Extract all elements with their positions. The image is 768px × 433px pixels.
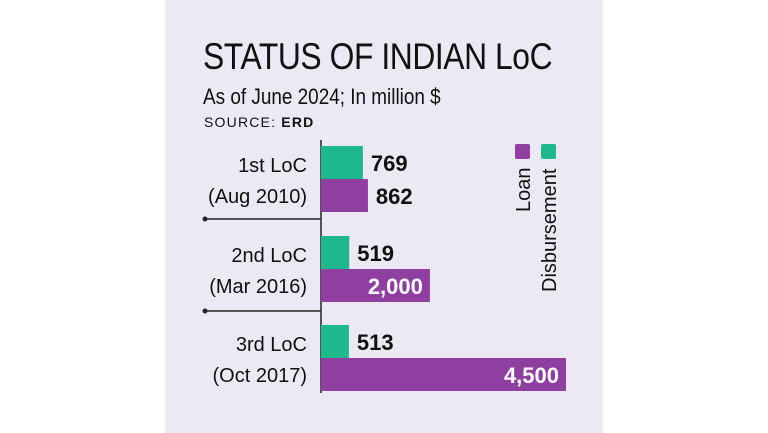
bar-disbursement [321, 236, 350, 269]
bar-loan [321, 179, 368, 212]
category-label: 3rd LoC [236, 334, 307, 356]
legend: Loan Disbursement [513, 144, 561, 292]
data-label-disbursement: 513 [357, 330, 394, 355]
source-value: ERD [281, 114, 315, 130]
category-date-label: (Mar 2016) [209, 276, 307, 298]
source-label: SOURCE: [204, 114, 277, 130]
chart-title: STATUS OF INDIAN LoC [203, 36, 553, 77]
category-label: 1st LoC [238, 155, 307, 177]
data-label-disbursement: 769 [371, 151, 408, 176]
data-label-loan: 4,500 [504, 363, 559, 388]
data-label-disbursement: 519 [357, 241, 394, 266]
category-label: 2nd LoC [231, 245, 307, 267]
labels-layer: 1st LoC (Aug 2010) 769 862 2nd LoC (Mar 2016)… [208, 151, 559, 388]
separator-dot [202, 308, 208, 314]
legend-swatch-loan [515, 144, 530, 159]
legend-label-loan: Loan [513, 168, 535, 213]
data-label-loan: 862 [376, 184, 413, 209]
bar-loan [321, 269, 430, 302]
chart-subtitle: As of June 2024; In million $ [203, 84, 441, 109]
category-date-label: (Aug 2010) [208, 186, 307, 208]
separator-dot [202, 216, 208, 222]
data-label-loan: 2,000 [368, 274, 423, 299]
category-date-label: (Oct 2017) [213, 365, 307, 387]
legend-swatch-disbursement [541, 144, 556, 159]
bar-loan [321, 358, 566, 391]
bar-disbursement [321, 146, 363, 179]
source-line: SOURCE: ERD [204, 114, 314, 130]
bar-disbursement [321, 325, 349, 358]
bars-layer [321, 146, 566, 391]
legend-label-disbursement: Disbursement [539, 168, 561, 292]
